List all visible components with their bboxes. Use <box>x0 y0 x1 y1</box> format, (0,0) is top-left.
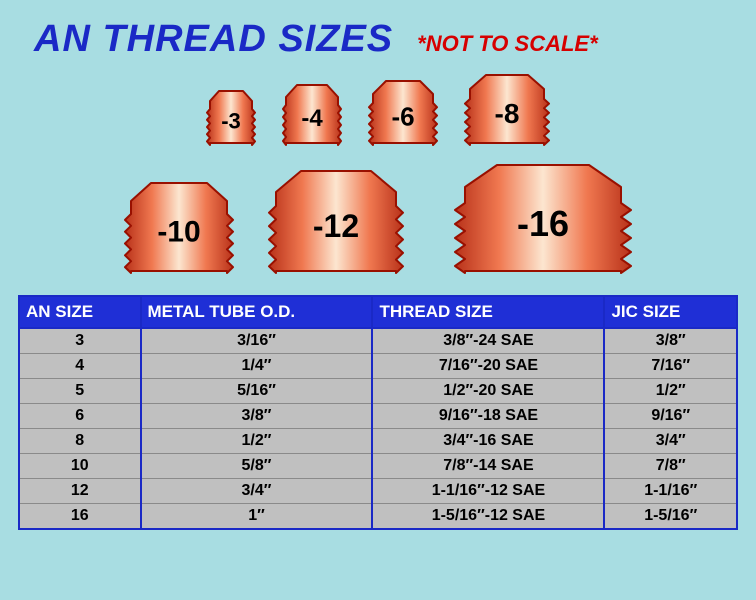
fittings-row-1: -3 -4 -6 <box>203 73 553 149</box>
table-body: 33/16″3/8″-24 SAE3/8″41/4″7/16″-20 SAE7/… <box>19 328 737 529</box>
fitting-label: -8 <box>495 98 520 130</box>
table-cell: 3/4″-16 SAE <box>372 429 604 454</box>
col-header: THREAD SIZE <box>372 296 604 328</box>
table-cell: 1-5/16″ <box>604 504 737 530</box>
table-cell: 1″ <box>141 504 373 530</box>
table-cell: 1-1/16″-12 SAE <box>372 479 604 504</box>
fitting-label: -10 <box>157 215 200 249</box>
table-cell: 3/8″-24 SAE <box>372 328 604 354</box>
table-cell: 9/16″-18 SAE <box>372 404 604 429</box>
table-row: 105/8″7/8″-14 SAE7/8″ <box>19 454 737 479</box>
page-title: AN THREAD SIZES <box>34 18 393 61</box>
col-header: AN SIZE <box>19 296 141 328</box>
table-row: 63/8″9/16″-18 SAE9/16″ <box>19 404 737 429</box>
fitting-16: -16 <box>451 163 635 277</box>
table-header-row: AN SIZEMETAL TUBE O.D.THREAD SIZEJIC SIZ… <box>19 296 737 328</box>
table-cell: 1/4″ <box>141 354 373 379</box>
scale-note: *NOT TO SCALE* <box>417 31 598 57</box>
table-cell: 3/4″ <box>604 429 737 454</box>
table-cell: 12 <box>19 479 141 504</box>
size-table-wrap: AN SIZEMETAL TUBE O.D.THREAD SIZEJIC SIZ… <box>18 295 738 530</box>
table-cell: 10 <box>19 454 141 479</box>
table-row: 123/4″1-1/16″-12 SAE1-1/16″ <box>19 479 737 504</box>
fitting-label: -4 <box>301 105 322 133</box>
table-cell: 3/16″ <box>141 328 373 354</box>
table-cell: 5 <box>19 379 141 404</box>
table-cell: 6 <box>19 404 141 429</box>
table-cell: 1/2″ <box>141 429 373 454</box>
size-table: AN SIZEMETAL TUBE O.D.THREAD SIZEJIC SIZ… <box>18 295 738 530</box>
table-cell: 1/2″-20 SAE <box>372 379 604 404</box>
table-cell: 1-1/16″ <box>604 479 737 504</box>
table-cell: 7/16″-20 SAE <box>372 354 604 379</box>
table-cell: 16 <box>19 504 141 530</box>
table-row: 33/16″3/8″-24 SAE3/8″ <box>19 328 737 354</box>
table-cell: 4 <box>19 354 141 379</box>
fitting-8: -8 <box>461 73 553 149</box>
table-row: 81/2″3/4″-16 SAE3/4″ <box>19 429 737 454</box>
title-row: AN THREAD SIZES *NOT TO SCALE* <box>0 0 756 61</box>
fittings-row-2: -10 -12 -16 <box>121 163 635 277</box>
table-cell: 1-5/16″-12 SAE <box>372 504 604 530</box>
table-cell: 3/8″ <box>141 404 373 429</box>
fitting-label: -6 <box>391 102 414 133</box>
fitting-label: -12 <box>313 208 359 245</box>
table-cell: 5/16″ <box>141 379 373 404</box>
table-cell: 7/8″-14 SAE <box>372 454 604 479</box>
table-cell: 7/8″ <box>604 454 737 479</box>
table-row: 55/16″1/2″-20 SAE1/2″ <box>19 379 737 404</box>
fitting-6: -6 <box>365 79 441 149</box>
fitting-12: -12 <box>265 169 407 277</box>
fitting-4: -4 <box>279 83 345 149</box>
table-row: 41/4″7/16″-20 SAE7/16″ <box>19 354 737 379</box>
table-cell: 3/4″ <box>141 479 373 504</box>
col-header: JIC SIZE <box>604 296 737 328</box>
table-cell: 7/16″ <box>604 354 737 379</box>
table-cell: 3 <box>19 328 141 354</box>
table-cell: 9/16″ <box>604 404 737 429</box>
fitting-label: -3 <box>221 109 241 135</box>
table-cell: 3/8″ <box>604 328 737 354</box>
table-cell: 8 <box>19 429 141 454</box>
table-cell: 5/8″ <box>141 454 373 479</box>
fitting-10: -10 <box>121 181 237 277</box>
fitting-3: -3 <box>203 89 259 149</box>
col-header: METAL TUBE O.D. <box>141 296 373 328</box>
fittings-diagram: -3 -4 -6 <box>0 73 756 277</box>
fitting-label: -16 <box>517 203 569 245</box>
table-cell: 1/2″ <box>604 379 737 404</box>
table-row: 161″1-5/16″-12 SAE1-5/16″ <box>19 504 737 530</box>
